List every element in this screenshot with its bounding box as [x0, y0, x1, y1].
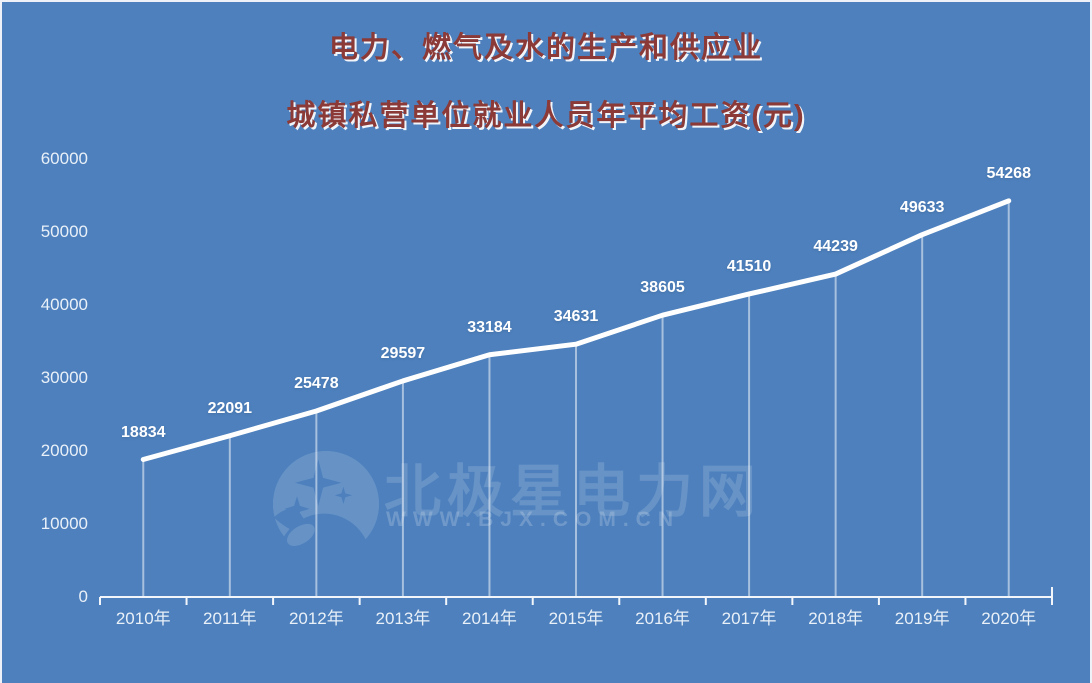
- y-axis-tick-label: 40000: [40, 295, 88, 314]
- y-axis-tick-label: 0: [78, 587, 88, 606]
- x-axis-category-label: 2020年: [981, 609, 1037, 628]
- y-axis-tick-label: 10000: [40, 514, 88, 533]
- data-point-label: 44239: [813, 238, 858, 256]
- data-point-label: 33184: [467, 318, 512, 336]
- x-axis-category-label: 2013年: [375, 609, 431, 628]
- y-axis-tick-label: 60000: [40, 149, 88, 168]
- x-axis-category-label: 2019年: [894, 609, 950, 628]
- wage-trend-line: [140, 198, 1012, 463]
- chart-title-line2: 城镇私营单位就业人员年平均工资(元): [286, 100, 806, 132]
- y-axis-tick-label: 50000: [40, 222, 88, 241]
- x-axis-category-label: 2011年: [203, 609, 257, 628]
- data-point-label: 38605: [640, 279, 685, 297]
- data-point-label: 54268: [986, 164, 1031, 182]
- data-point-label: 41510: [726, 257, 772, 275]
- x-axis-category-label: 2017年: [721, 609, 777, 628]
- x-axis-category-label: 2018年: [808, 609, 864, 628]
- data-point-label: 34631: [553, 308, 599, 326]
- data-point-label: 22091: [207, 399, 253, 417]
- x-axis-category-label: 2012年: [288, 609, 344, 628]
- x-axis-category-label: 2010年: [115, 609, 171, 628]
- x-axis-category-label: 2015年: [548, 609, 604, 628]
- y-axis-tick-label: 20000: [40, 441, 88, 460]
- data-point-label: 25478: [294, 375, 339, 392]
- data-point-label: 18834: [121, 423, 166, 441]
- data-point-label: 49633: [899, 198, 945, 216]
- data-point-label: 29597: [380, 344, 426, 362]
- chart-title-line1: 电力、燃气及水的生产和供应业: [328, 32, 763, 64]
- y-axis-tick-label: 30000: [40, 368, 88, 387]
- x-axis-category-label: 2016年: [635, 609, 690, 628]
- x-axis-category-label: 2014年: [462, 609, 517, 628]
